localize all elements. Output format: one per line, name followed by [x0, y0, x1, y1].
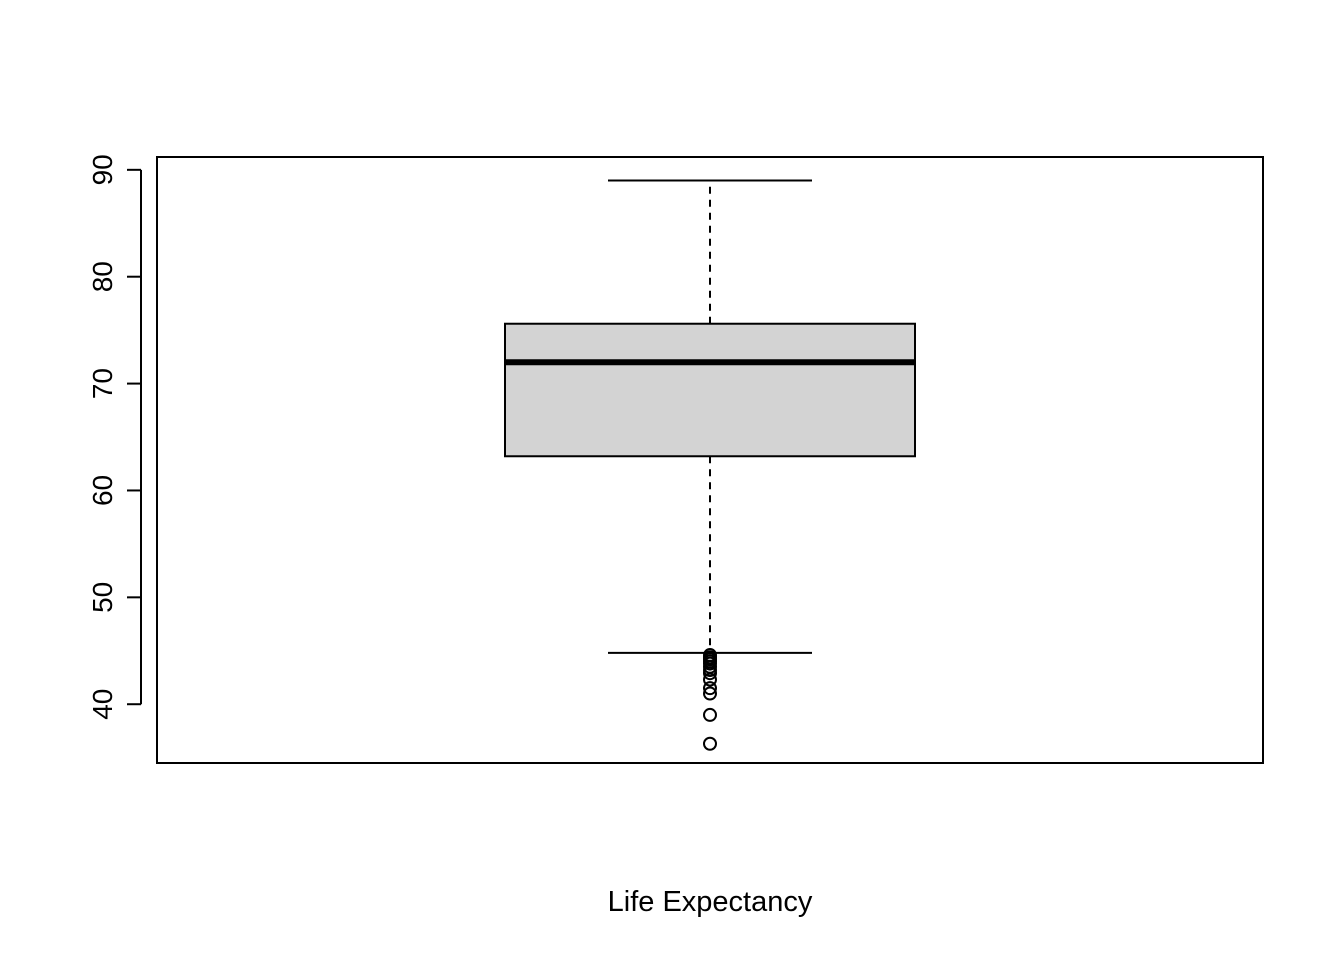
x-axis-title: Life Expectancy — [608, 886, 813, 918]
y-tick-label-50: 50 — [87, 582, 118, 613]
outlier-point-9 — [703, 681, 717, 696]
outlier-point-11 — [703, 707, 717, 722]
outlier-point-12 — [703, 736, 717, 751]
y-tick-label-60: 60 — [87, 475, 118, 506]
box-plot — [504, 179, 916, 654]
iqr-box — [504, 322, 916, 458]
outlier-points — [703, 648, 717, 751]
outlier-point-7 — [703, 666, 717, 681]
outlier-point-8 — [703, 672, 717, 687]
y-tick-label-80: 80 — [87, 261, 118, 292]
outlier-point-10 — [703, 686, 717, 701]
y-tick-label-70: 70 — [87, 368, 118, 399]
y-tick-label-40: 40 — [87, 689, 118, 720]
y-tick-label-90: 90 — [87, 154, 118, 185]
plot-frame — [156, 156, 1264, 764]
y-axis: 40 50 60 70 80 90 — [87, 154, 142, 720]
